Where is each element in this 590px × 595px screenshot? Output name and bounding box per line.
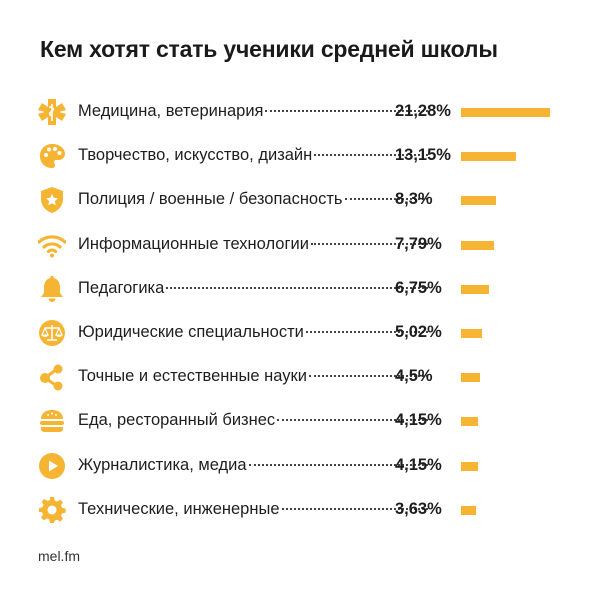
chart-row: Журналистика, медиа 4,15% [38, 444, 558, 488]
value-bar [461, 373, 480, 383]
value-label: 8,3% [395, 190, 433, 209]
scales-icon [38, 319, 66, 347]
bar-track [461, 267, 561, 311]
value-label: 4,15% [395, 455, 442, 474]
wifi-icon [38, 231, 66, 259]
bar-track [461, 399, 561, 443]
category-label-line: Юридические специальности [78, 323, 430, 342]
value-bar [461, 328, 482, 338]
value-bar [461, 505, 476, 515]
police-shield-icon [38, 186, 66, 214]
category-label-line: Педагогика [78, 279, 430, 298]
value-bar [461, 108, 550, 117]
category-label: Медицина, ветеринария [78, 102, 264, 120]
category-label-line: Полиция / военные / безопасность [78, 190, 430, 209]
category-label-line: Медицина, ветеринария [78, 102, 430, 121]
category-label-line: Журналистика, медиа [78, 456, 430, 475]
dot-leader [281, 507, 428, 510]
value-label: 6,75% [395, 278, 442, 297]
value-label: 4,5% [395, 367, 433, 386]
chart-row: Еда, ресторанный бизнес 4,15% [38, 399, 558, 443]
bell-icon [38, 275, 66, 303]
dot-leader [265, 110, 428, 112]
dot-leader [310, 242, 428, 245]
category-label: Творчество, искусство, дизайн [78, 146, 313, 165]
chart-row: Информационные технологии 7,79% [38, 223, 558, 267]
category-label: Еда, ресторанный бизнес [78, 411, 276, 430]
value-label: 3,63% [395, 499, 442, 518]
value-bar [461, 240, 494, 250]
category-label: Технические, инженерные [78, 499, 280, 518]
dot-leader [166, 286, 428, 289]
dot-leader [248, 463, 428, 466]
value-label: 5,02% [395, 322, 442, 341]
category-label: Точные и естественные науки [78, 367, 307, 386]
category-label: Информационные технологии [78, 234, 309, 253]
category-label-line: Технические, инженерные [78, 500, 430, 519]
chart-rows: Медицина, ветеринария 21,28% Творчество, и… [38, 90, 558, 532]
medical-caduceus-icon [38, 98, 66, 126]
bar-track [461, 223, 561, 267]
chart-row: Точные и естественные науки 4,5% [38, 355, 558, 399]
chart-row: Творчество, искусство, дизайн 13,15% [38, 134, 558, 178]
burger-icon [38, 407, 66, 435]
chart-row: Технические, инженерные 3,63% [38, 488, 558, 532]
chart-row: Педагогика 6,75% [38, 267, 558, 311]
bar-track [461, 90, 561, 134]
value-bar [461, 152, 516, 162]
value-bar [461, 284, 489, 294]
chart-row: Юридические специальности 5,02% [38, 311, 558, 355]
value-label: 21,28% [395, 102, 451, 120]
palette-icon [38, 142, 66, 170]
bar-track [461, 178, 561, 222]
category-label: Юридические специальности [78, 322, 304, 341]
dot-leader [314, 154, 428, 157]
bar-track [461, 134, 561, 178]
dot-leader [277, 419, 428, 422]
category-label-line: Творчество, искусство, дизайн [78, 146, 430, 165]
bar-track [461, 444, 561, 488]
category-label-line: Точные и естественные науки [78, 367, 430, 386]
category-label: Полиция / военные / безопасность [78, 190, 343, 209]
dot-leader [344, 198, 428, 201]
bar-track [461, 355, 561, 399]
value-bar [461, 461, 478, 471]
value-label: 7,79% [395, 234, 442, 253]
value-bar [461, 417, 478, 427]
category-label: Журналистика, медиа [78, 455, 247, 474]
bar-track [461, 488, 561, 532]
chart-row: Полиция / военные / безопасность 8,3% [38, 178, 558, 222]
dot-leader [305, 330, 428, 333]
play-icon [38, 452, 66, 480]
source-footer: mel.fm [38, 548, 80, 564]
category-label-line: Еда, ресторанный бизнес [78, 411, 430, 430]
category-label: Педагогика [78, 278, 165, 297]
dot-leader [308, 375, 428, 378]
value-label: 13,15% [395, 146, 451, 165]
category-label-line: Информационные технологии [78, 235, 430, 254]
bar-track [461, 311, 561, 355]
chart-row: Медицина, ветеринария 21,28% [38, 90, 558, 134]
value-bar [461, 196, 496, 206]
gear-icon [38, 496, 66, 524]
chart-title: Кем хотят стать ученики средней школы [40, 36, 498, 62]
value-label: 4,15% [395, 411, 442, 430]
molecule-icon [38, 363, 66, 391]
